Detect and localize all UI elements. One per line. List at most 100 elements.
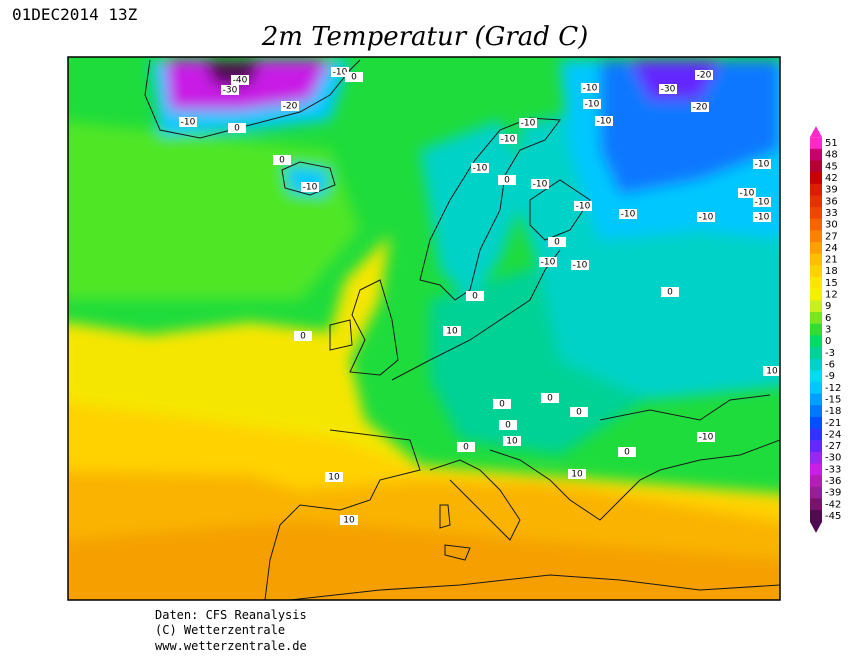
contour-label-bg <box>571 260 589 270</box>
colorbar-label: -36 <box>825 476 841 487</box>
coast <box>329 319 353 351</box>
contour-label: -10 <box>699 433 714 443</box>
contour-label: 0 <box>504 176 510 186</box>
contour-label: -10 <box>740 189 755 199</box>
colorbar-swatch <box>810 230 822 243</box>
colorbar-swatch <box>810 148 822 161</box>
colorbar-label: -30 <box>825 453 841 464</box>
contour-label: -10 <box>755 198 770 208</box>
colorbar-swatch <box>810 265 822 278</box>
colorbar-swatch <box>810 381 822 395</box>
contour-label-bg <box>568 469 586 479</box>
contour-label-bg <box>503 436 521 446</box>
contour-label-bg <box>570 407 588 417</box>
coast <box>419 117 561 301</box>
coast <box>144 59 361 139</box>
colorbar-swatch <box>810 183 822 196</box>
contour-label: 0 <box>547 394 553 404</box>
colorbar-label: 36 <box>825 196 838 207</box>
footer-source: Daten: CFS Reanalysis <box>155 608 307 622</box>
colorbar-swatch <box>810 277 822 290</box>
coast <box>391 249 561 381</box>
contour-label: -10 <box>541 258 556 268</box>
coast <box>429 459 521 541</box>
colorbar-label: -18 <box>825 406 841 417</box>
colorbar-swatch <box>810 451 822 465</box>
colorbar-label: 51 <box>825 138 838 149</box>
contour-label: -10 <box>521 119 536 129</box>
contour-label-bg <box>548 237 566 247</box>
colorbar-label: 6 <box>825 313 831 324</box>
contour-label-bg <box>340 515 358 525</box>
colorbar-swatch <box>810 195 822 208</box>
colorbar-label: 3 <box>825 325 831 336</box>
contour-label: 0 <box>624 448 630 458</box>
contour-label: 0 <box>351 73 357 83</box>
colorbar-label: -21 <box>825 418 841 429</box>
colorbar-swatch <box>810 323 822 336</box>
colorbar-swatch <box>810 486 822 500</box>
contour-label-bg <box>221 85 239 95</box>
contour-label-bg <box>498 175 516 185</box>
colorbar-label: -3 <box>825 348 835 359</box>
colorbar-label: -24 <box>825 429 841 440</box>
coast <box>489 439 780 521</box>
colorbar-swatch <box>810 218 822 231</box>
contour-label: -10 <box>621 210 636 220</box>
colorbar-swatch <box>810 288 822 301</box>
colorbar-swatch <box>810 160 822 173</box>
colorbar-swatch <box>810 358 822 371</box>
contour-label-bg <box>763 366 780 376</box>
map-frame <box>67 56 781 601</box>
contour-label-bg <box>753 212 771 222</box>
contour-label: -20 <box>693 103 708 113</box>
contour-label: 10 <box>571 470 583 480</box>
colorbar-label: 48 <box>825 150 838 161</box>
contour-label-bg <box>531 179 549 189</box>
contour-label-bg <box>697 212 715 222</box>
contour-label-bg <box>659 84 677 94</box>
footer-copyright: (C) Wetterzentrale <box>155 623 285 637</box>
contour-labels: -40-30-20-100-10 00-10-10-10-10-10-10-30-… <box>179 67 780 526</box>
colorbar-swatch <box>810 137 822 150</box>
contour-label-bg <box>618 447 636 457</box>
contour-label: -10 <box>573 261 588 271</box>
contour-label-bg <box>331 67 349 77</box>
colorbar-label: -6 <box>825 359 835 370</box>
field <box>600 60 780 195</box>
contour-label-bg <box>619 209 637 219</box>
colorbar-label: -42 <box>825 499 841 510</box>
contour-label-bg <box>228 123 246 133</box>
contour-label: 0 <box>505 421 511 431</box>
contour-label-bg <box>595 116 613 126</box>
colorbar-label: 42 <box>825 173 838 184</box>
contour-label-bg <box>738 188 756 198</box>
contour-label-bg <box>753 197 771 207</box>
contour-label: 0 <box>667 288 673 298</box>
contour-label: 10 <box>328 473 340 483</box>
colorbar-label: 30 <box>825 220 838 231</box>
colorbar-label: -33 <box>825 464 841 475</box>
contour-label: -30 <box>223 86 238 96</box>
contour-label: -10 <box>533 180 548 190</box>
contour-label: -20 <box>697 71 712 81</box>
contour-label: -40 <box>233 76 248 86</box>
coast <box>349 279 399 376</box>
colorbar-label: 24 <box>825 243 838 254</box>
colorbar-label: 18 <box>825 266 838 277</box>
contour-label-bg <box>519 118 537 128</box>
colorbar-arrow-bottom <box>810 521 822 533</box>
contour-label: -10 <box>699 213 714 223</box>
contour-label: 0 <box>499 400 505 410</box>
contour-label-bg <box>294 331 312 341</box>
contour-label-bg <box>499 134 517 144</box>
contour-label: 10 <box>446 327 458 337</box>
colorbar-label: 21 <box>825 255 838 266</box>
contour-label: -30 <box>661 85 676 95</box>
coastlines <box>144 59 780 600</box>
colorbar-label: -9 <box>825 371 835 382</box>
colorbar: 51484542393633302724211815129630-3-6-9-1… <box>810 126 841 533</box>
contour-label-bg <box>493 399 511 409</box>
contour-label-bg <box>231 75 249 85</box>
colorbar-swatch <box>810 312 822 325</box>
